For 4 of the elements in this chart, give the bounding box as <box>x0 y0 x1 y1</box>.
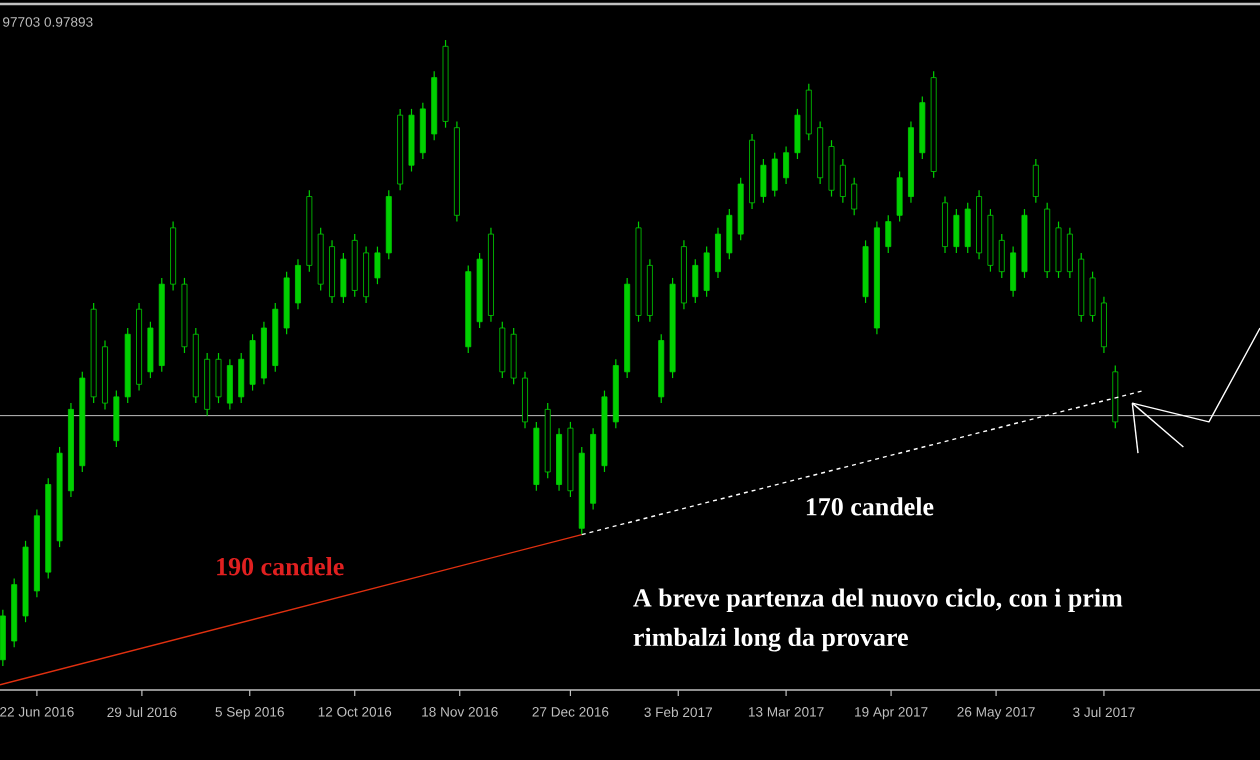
annotation: 190 candele <box>217 557 344 576</box>
annotation: rimbalzi long da provare <box>633 627 908 652</box>
annotation: 170 candele <box>806 497 934 516</box>
annotation: A breve partenza del nuovo ciclo, con i prim <box>633 588 1123 613</box>
